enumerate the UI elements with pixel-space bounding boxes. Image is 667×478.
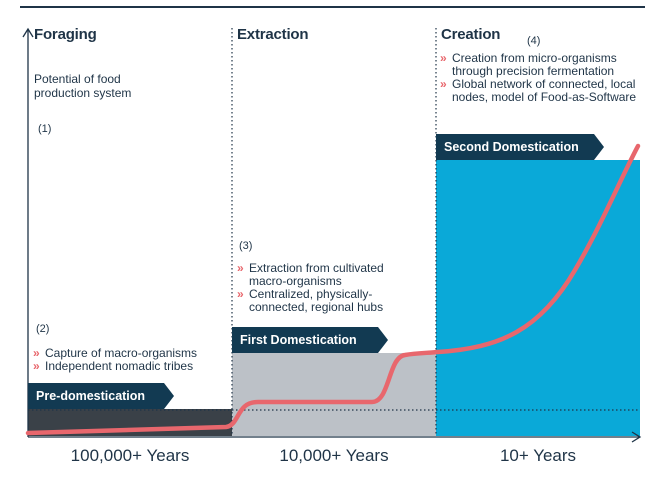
foraging-bullets: Capture of macro-organisms Independent n… xyxy=(33,347,228,374)
y-axis-label: Potential of food production system xyxy=(34,72,132,100)
phase-title-creation: Creation xyxy=(441,26,501,43)
first-domestication-band xyxy=(232,353,436,436)
marker-2: (2) xyxy=(36,323,50,335)
second-domestication-band xyxy=(436,160,640,436)
marker-1: (1) xyxy=(38,123,52,135)
foraging-bullet-2: Independent nomadic tribes xyxy=(33,360,228,374)
banner-pre-domestication: Pre-domestication xyxy=(28,383,174,409)
creation-bullets: Creation from micro-organisms through pr… xyxy=(440,52,640,104)
arrow-up-icon xyxy=(22,27,34,38)
phase-title-extraction: Extraction xyxy=(237,26,309,43)
creation-bullet-2: Global network of connected, local nodes… xyxy=(440,78,640,104)
extraction-bullet-2: Centralized, physically-connected, regio… xyxy=(237,288,417,314)
foraging-bullet-1: Capture of macro-organisms xyxy=(33,347,228,361)
banner-second-domestication: Second Domestication xyxy=(436,134,604,160)
banner-first-domestication: First Domestication xyxy=(232,327,388,353)
growth-curve xyxy=(25,143,641,436)
phase-title-foraging: Foraging xyxy=(34,26,97,43)
period-label-extraction: 10,000+ Years xyxy=(279,446,389,465)
period-label-creation: 10+ Years xyxy=(499,446,577,465)
extraction-bullet-1: Extraction from cultivated macro-organis… xyxy=(237,262,417,288)
period-label-foraging: 100,000+ Years xyxy=(70,446,190,465)
arrow-right-icon xyxy=(631,431,642,443)
marker-3: (3) xyxy=(239,240,253,252)
creation-bullet-1: Creation from micro-organisms through pr… xyxy=(440,52,640,78)
extraction-bullets: Extraction from cultivated macro-organis… xyxy=(237,262,417,314)
marker-4: (4) xyxy=(527,35,541,47)
